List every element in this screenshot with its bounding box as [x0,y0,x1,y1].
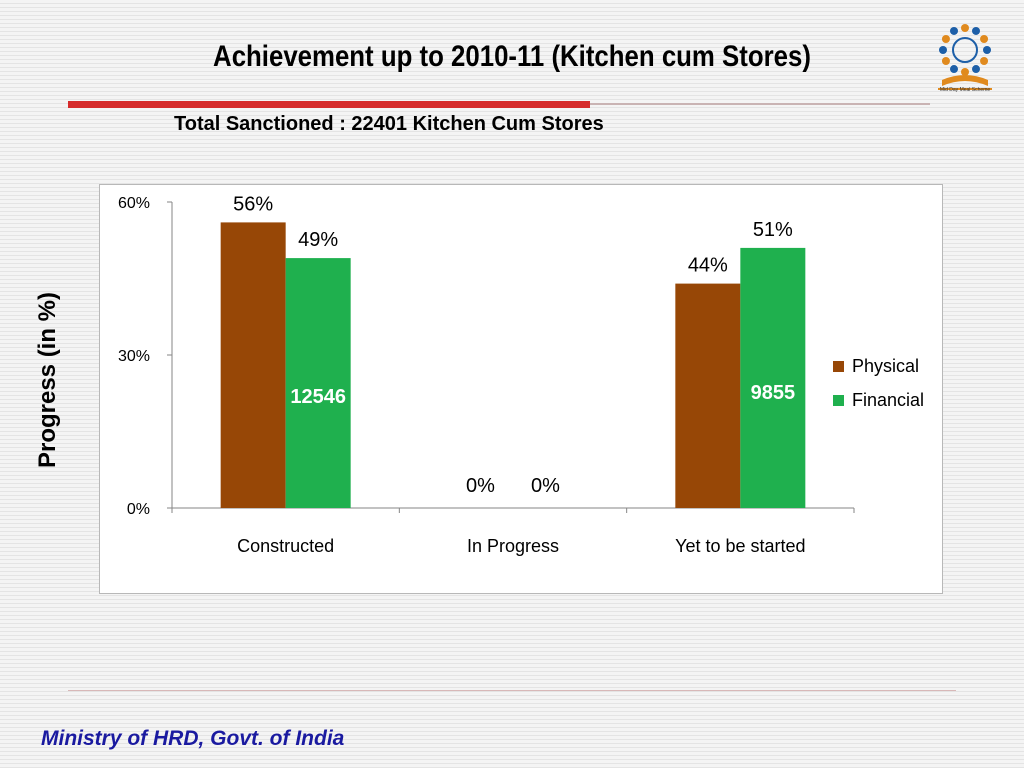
bar-physical-0 [220,222,286,508]
legend-swatch-physical [833,361,844,372]
title-rule-red [68,101,590,108]
logo-text: Mid Day Meal Scheme [939,87,991,93]
legend-label-physical: Physical [852,356,919,376]
y-axis-label: Progress (in %) [34,291,61,469]
y-tick-label: 0% [127,501,150,518]
bar-financial-2 [740,247,806,508]
slide-title: Achievement up to 2010-11 (Kitchen cum S… [213,40,811,73]
bar-annotation: 9855 [751,382,796,404]
subtitle: Total Sanctioned : 22401 Kitchen Cum Sto… [174,113,604,135]
title-rule-gray [590,103,930,105]
data-label: 49% [298,229,338,251]
legend-swatch-financial [833,395,844,406]
legend-label-financial: Financial [852,390,924,410]
footer-rule [68,690,956,691]
bar-financial-0 [285,258,351,508]
data-label: 56% [233,193,273,215]
bar-physical-2 [675,283,741,508]
data-label: 0% [466,475,495,497]
mid-day-meal-logo-icon [938,24,992,90]
x-tick-label: Yet to be started [675,536,805,556]
footer-text: Ministry of HRD, Govt. of India [41,727,345,750]
x-tick-label: Constructed [237,536,334,556]
y-tick-label: 60% [118,195,150,212]
bar-annotation: 12546 [290,386,346,408]
data-label: 44% [688,255,728,277]
chart-area: 0% 30% 60% Constructed 56% 49% In Progress 0% 0%… [99,184,943,594]
y-tick-label: 30% [118,348,150,365]
data-label: 51% [753,219,793,241]
data-label: 0% [531,475,560,497]
bar-chart: 0% 30% 60% Constructed 56% 49% In Progress 0% 0%… [118,193,924,556]
x-tick-label: In Progress [467,536,559,556]
